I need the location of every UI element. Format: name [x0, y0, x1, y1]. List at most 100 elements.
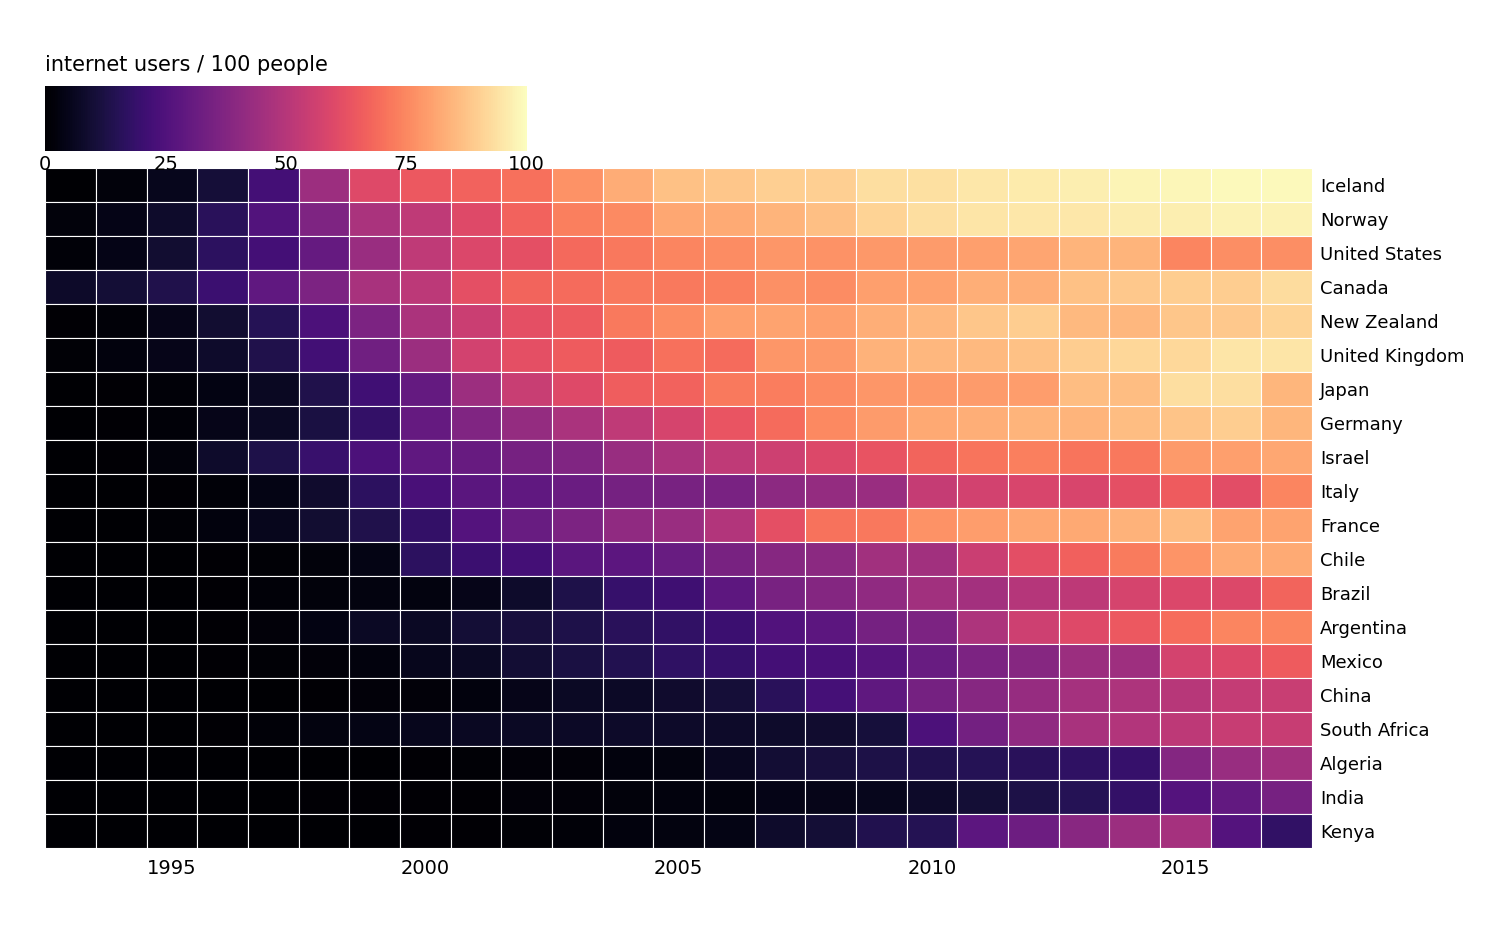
Bar	[45, 712, 97, 746]
Bar	[198, 644, 247, 678]
Bar	[857, 338, 906, 372]
Bar	[805, 202, 857, 236]
Bar	[1160, 406, 1211, 440]
Bar	[400, 644, 451, 678]
Bar	[1261, 304, 1312, 338]
Bar	[603, 678, 653, 712]
Bar	[754, 780, 805, 815]
Bar	[146, 168, 198, 202]
Bar	[805, 406, 857, 440]
Bar	[1059, 270, 1110, 304]
Bar	[1160, 372, 1211, 406]
Bar	[805, 712, 857, 746]
Bar	[400, 746, 451, 780]
Bar	[1059, 304, 1110, 338]
Bar	[198, 338, 247, 372]
Bar	[1007, 236, 1059, 270]
Bar	[146, 746, 198, 780]
Bar	[1261, 576, 1312, 610]
Bar	[451, 474, 501, 508]
Bar	[552, 372, 603, 406]
Bar	[552, 610, 603, 644]
Bar	[653, 780, 704, 815]
Bar	[247, 780, 299, 815]
Bar	[350, 168, 400, 202]
Bar	[247, 338, 299, 372]
Bar	[958, 610, 1007, 644]
Bar	[1007, 202, 1059, 236]
Bar	[906, 236, 958, 270]
Bar	[552, 678, 603, 712]
Bar	[350, 508, 400, 542]
Bar	[552, 576, 603, 610]
Bar	[1007, 815, 1059, 848]
Bar	[754, 610, 805, 644]
Bar	[1261, 610, 1312, 644]
Bar	[958, 168, 1007, 202]
Bar	[45, 304, 97, 338]
Bar	[146, 542, 198, 576]
Bar	[958, 338, 1007, 372]
Bar	[1211, 338, 1261, 372]
Bar	[704, 815, 754, 848]
Bar	[501, 815, 552, 848]
Bar	[400, 440, 451, 474]
Bar	[1160, 236, 1211, 270]
Bar	[653, 236, 704, 270]
Bar	[299, 304, 350, 338]
Bar	[1007, 644, 1059, 678]
Bar	[805, 644, 857, 678]
Bar	[704, 406, 754, 440]
Bar	[906, 610, 958, 644]
Bar	[1110, 236, 1160, 270]
Bar	[1059, 372, 1110, 406]
Bar	[1110, 746, 1160, 780]
Bar	[1160, 270, 1211, 304]
Bar	[97, 746, 146, 780]
Bar	[704, 746, 754, 780]
Bar	[146, 644, 198, 678]
Bar	[1160, 474, 1211, 508]
Bar	[198, 406, 247, 440]
Bar	[1007, 474, 1059, 508]
Bar	[603, 372, 653, 406]
Bar	[704, 338, 754, 372]
Bar	[97, 440, 146, 474]
Bar	[1059, 236, 1110, 270]
Bar	[857, 780, 906, 815]
Bar	[350, 815, 400, 848]
Bar	[805, 610, 857, 644]
Bar	[501, 746, 552, 780]
Bar	[400, 474, 451, 508]
Bar	[603, 304, 653, 338]
Bar	[146, 815, 198, 848]
Bar	[1110, 610, 1160, 644]
Bar	[400, 202, 451, 236]
Bar	[247, 610, 299, 644]
Bar	[603, 440, 653, 474]
Bar	[754, 576, 805, 610]
Bar	[45, 168, 97, 202]
Bar	[350, 542, 400, 576]
Bar	[451, 440, 501, 474]
Bar	[97, 202, 146, 236]
Bar	[451, 236, 501, 270]
Bar	[704, 508, 754, 542]
Bar	[754, 338, 805, 372]
Bar	[299, 202, 350, 236]
Bar	[857, 304, 906, 338]
Bar	[704, 168, 754, 202]
Bar	[1261, 372, 1312, 406]
Bar	[451, 542, 501, 576]
Bar	[451, 406, 501, 440]
Bar	[400, 576, 451, 610]
Bar	[1211, 406, 1261, 440]
Bar	[805, 270, 857, 304]
Bar	[1110, 508, 1160, 542]
Bar	[552, 270, 603, 304]
Bar	[1211, 644, 1261, 678]
Bar	[45, 508, 97, 542]
Bar	[857, 576, 906, 610]
Bar	[146, 508, 198, 542]
Bar	[247, 406, 299, 440]
